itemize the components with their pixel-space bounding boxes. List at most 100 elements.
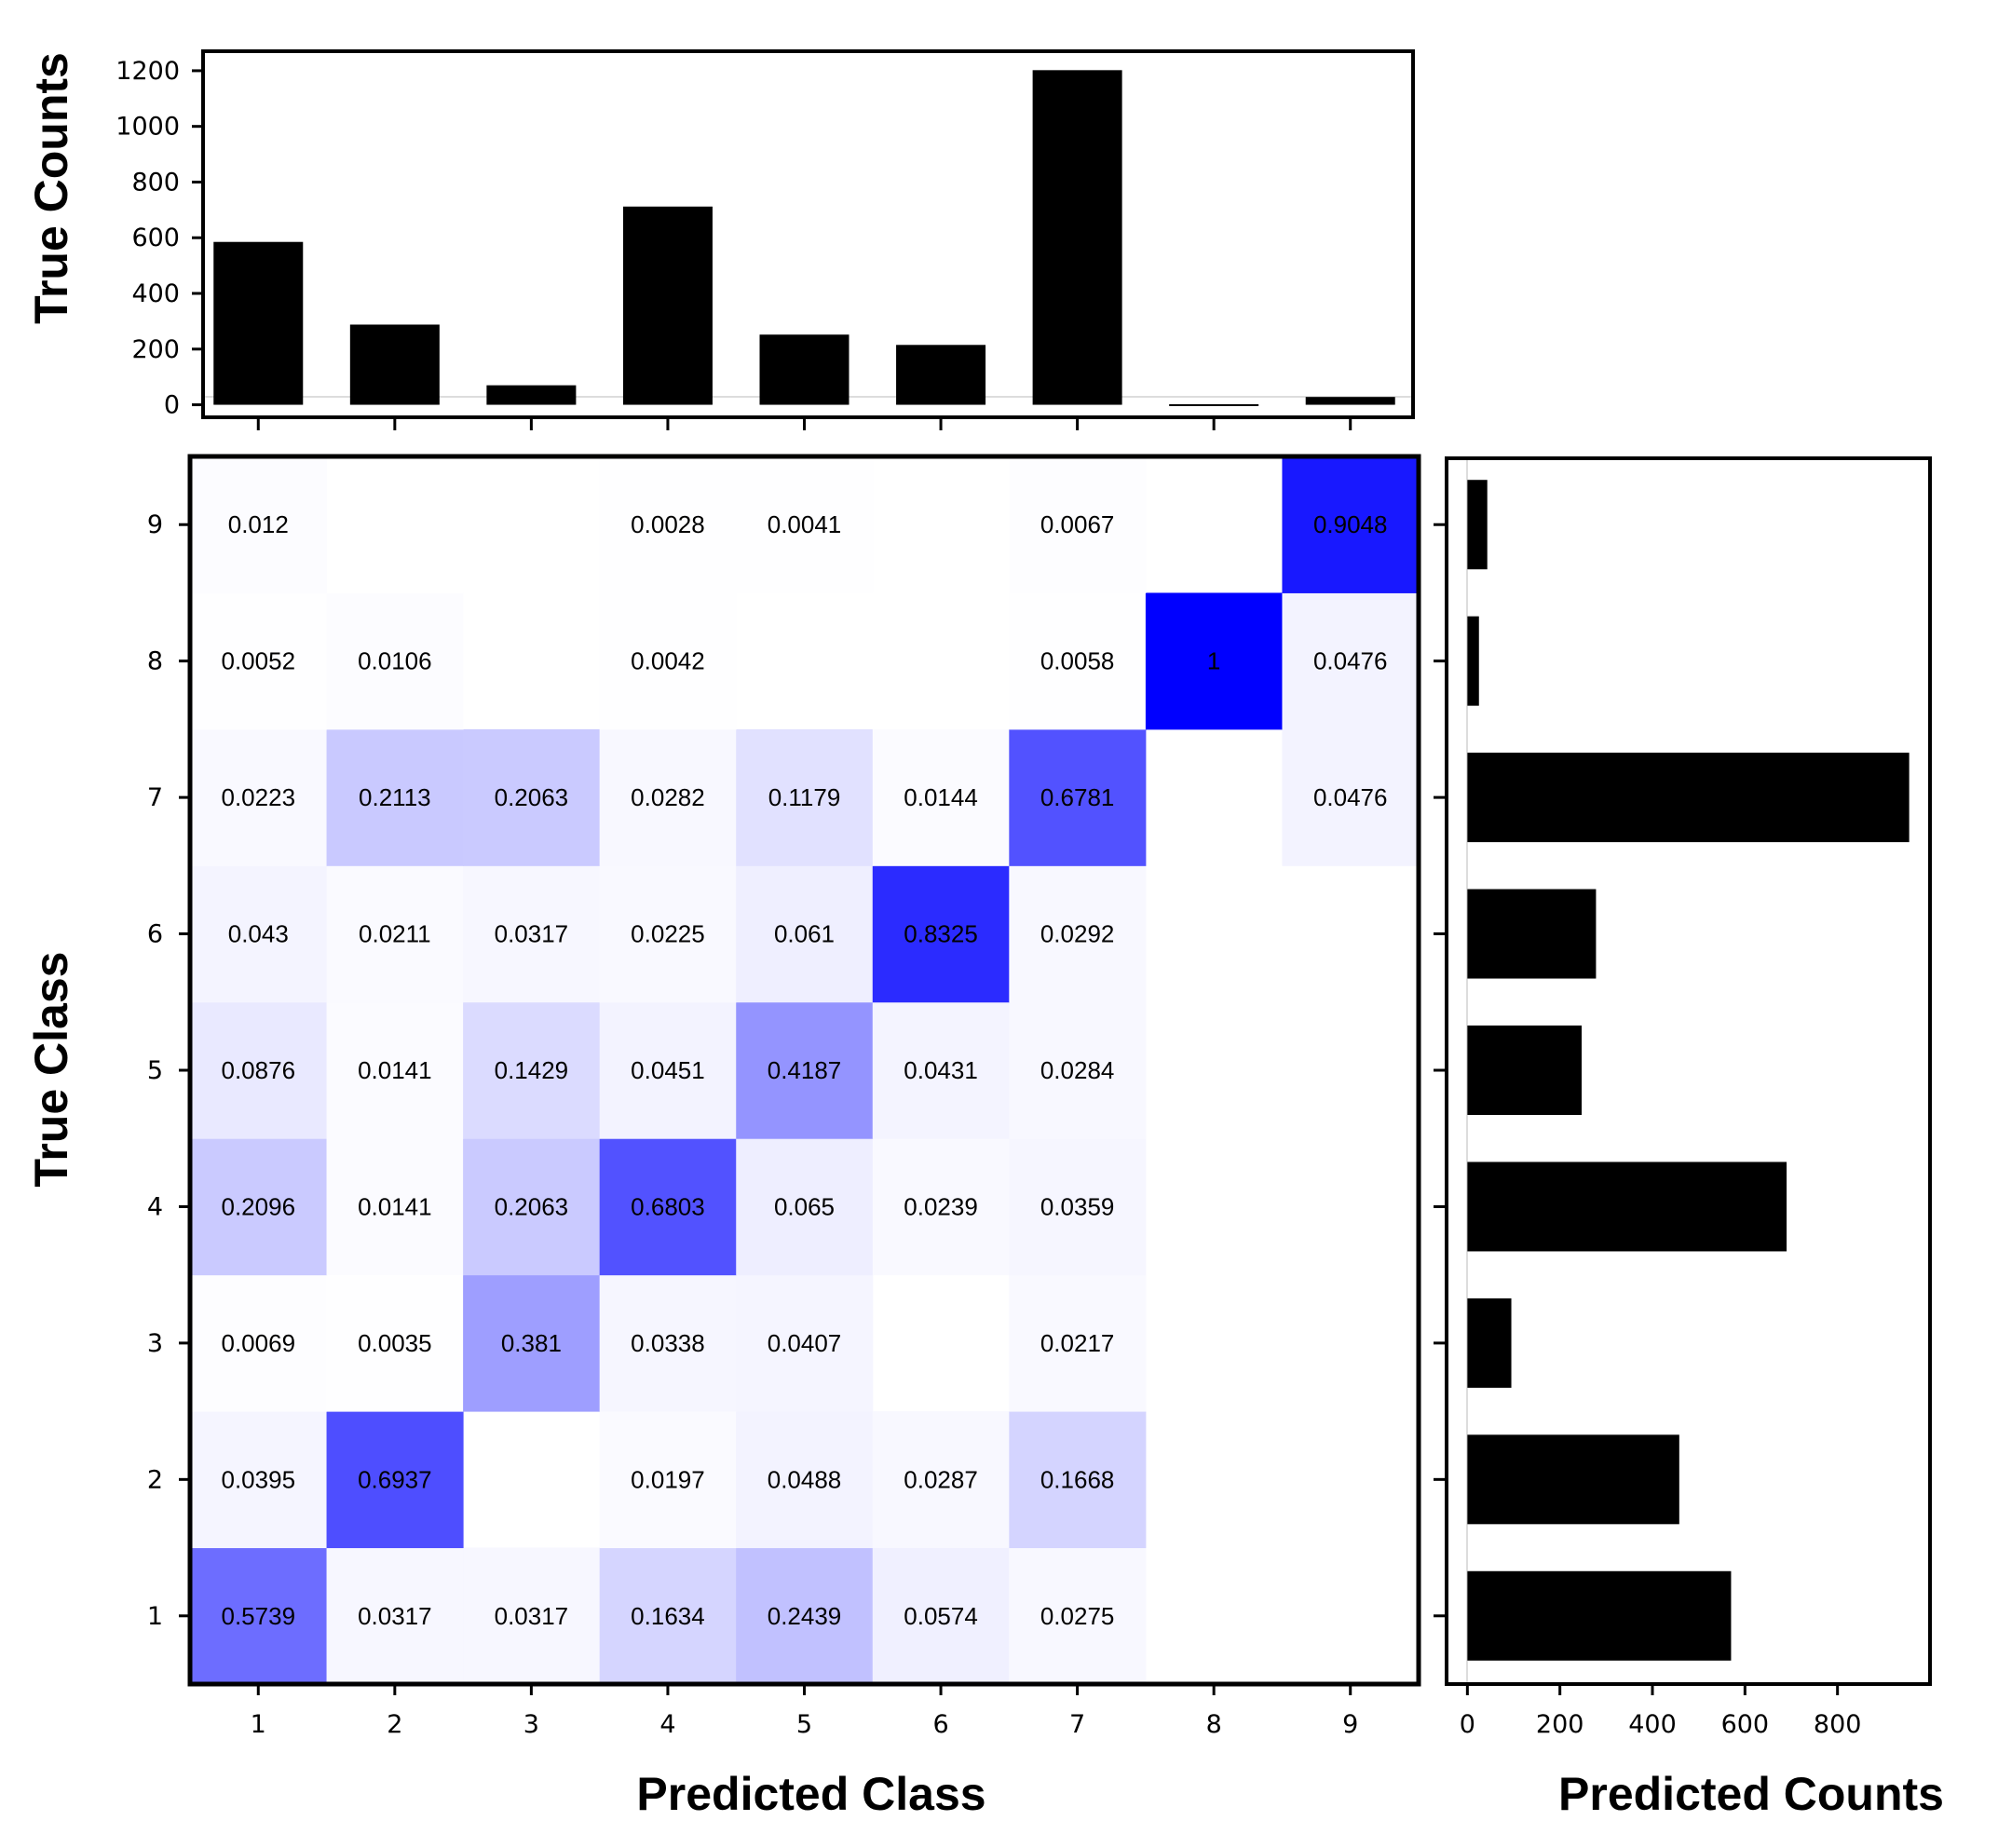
- heatmap-cell-r1-c2: [326, 1547, 464, 1685]
- heatmap-cell-r4-c5: [736, 1138, 874, 1276]
- true-count-bar-8: [1169, 403, 1259, 406]
- true-counts-y-tick-label: 200: [131, 335, 180, 364]
- heatmap-cell-r6-c2: [326, 865, 464, 1003]
- heatmap-cell-label: 0.0223: [222, 783, 296, 811]
- heatmap-cell-r8-c8: [1145, 592, 1283, 730]
- predicted-count-bar-6: [1467, 889, 1597, 979]
- heatmap-cell-r7-c9: [1282, 728, 1420, 866]
- y-tick-label: 1: [147, 1602, 163, 1631]
- true-count-bar-5: [759, 334, 849, 405]
- heatmap-cell-label: 0.381: [501, 1329, 562, 1357]
- true-count-bar-6: [896, 345, 986, 405]
- x-tick-label: 7: [1069, 1710, 1085, 1739]
- true-counts-y-tick-label: 400: [131, 279, 180, 308]
- predicted-count-bar-2: [1467, 1434, 1679, 1525]
- heatmap-cell-label: 0.0451: [631, 1056, 705, 1084]
- heatmap-cell-label: 0.0058: [1040, 647, 1115, 675]
- heatmap-cell-label: 0.0488: [768, 1465, 842, 1493]
- x-tick-label: 6: [932, 1710, 948, 1739]
- heatmap-cell-label: 0.0317: [495, 920, 569, 948]
- heatmap-cell-label: 0.0317: [495, 1602, 569, 1630]
- true-counts-y-tick-label: 800: [131, 168, 180, 197]
- predicted-counts-bars: [1467, 480, 1910, 1661]
- heatmap-cell-label: 0.0211: [359, 920, 431, 948]
- true-count-bar-4: [622, 206, 713, 405]
- heatmap-cell-label: 0.1179: [768, 783, 841, 811]
- heatmap-cell-r7-c4: [599, 728, 737, 866]
- heatmap-cell-r5-c5: [736, 1001, 874, 1139]
- heatmap-cell-label: 0.8325: [904, 920, 978, 948]
- y-tick-label: 8: [147, 647, 163, 676]
- predicted-counts-axis-title: Predicted Counts: [1558, 1768, 1944, 1820]
- heatmap-cell-r2-c7: [1009, 1411, 1147, 1549]
- y-tick-label: 5: [147, 1056, 163, 1085]
- predicted-count-bar-1: [1467, 1570, 1732, 1661]
- heatmap-cell-r5-c1: [190, 1001, 328, 1139]
- heatmap-cell-r3-c5: [736, 1274, 874, 1412]
- heatmap-cell-label: 0.0141: [358, 1192, 432, 1220]
- true-counts-y-tick-label: 1000: [116, 113, 180, 142]
- heatmap-cell-r2-c4: [599, 1411, 737, 1549]
- predicted-count-bar-8: [1467, 616, 1479, 706]
- heatmap-cell-r4-c1: [190, 1138, 328, 1276]
- predicted-counts-x-axis: 0 200 400 600 800: [1460, 1684, 1862, 1739]
- heatmap-cell-r5-c6: [872, 1001, 1010, 1139]
- true-counts-y-tick-label: 1200: [116, 57, 180, 86]
- true-count-bar-2: [349, 324, 440, 405]
- heatmap-cell-label: 0.2063: [495, 1192, 569, 1220]
- heatmap-cell-label: 0.2113: [359, 783, 431, 811]
- true-count-bar-1: [213, 241, 304, 405]
- predicted-count-bar-9: [1467, 480, 1488, 570]
- heatmap-cell-label: 0.4187: [768, 1056, 842, 1084]
- heatmap-cell-r8-c9: [1282, 592, 1420, 730]
- heatmap-cell-r8-c7: [1009, 592, 1147, 730]
- heatmap-cell-label: 0.0407: [768, 1329, 842, 1357]
- heatmap-cell-label: 0.5739: [222, 1602, 296, 1630]
- predicted-counts-x-tick-label: 800: [1814, 1710, 1862, 1739]
- heatmap-cell-label: 0.0069: [222, 1329, 296, 1357]
- heatmap-cell-r4-c6: [872, 1138, 1010, 1276]
- heatmap-cell-r2-c5: [736, 1411, 874, 1549]
- heatmap-cells: [190, 456, 1420, 1685]
- heatmap-cell-label: 0.0292: [1040, 920, 1115, 948]
- heatmap-cell-r7-c1: [190, 728, 328, 866]
- heatmap-cell-r5-c7: [1009, 1001, 1147, 1139]
- true-counts-axis-title: True Counts: [25, 52, 77, 324]
- heatmap-cell-r6-c1: [190, 865, 328, 1003]
- heatmap-cell-r7-c7: [1009, 728, 1147, 866]
- x-axis-title: Predicted Class: [636, 1768, 985, 1820]
- heatmap-cell-r1-c1: [190, 1547, 328, 1685]
- heatmap-cell-label: 0.043: [228, 920, 289, 948]
- true-counts-x-ticks: [256, 417, 1352, 430]
- true-count-bar-7: [1032, 70, 1122, 405]
- heatmap-cell-label: 0.0106: [358, 647, 432, 675]
- heatmap-x-axis: 1 2 3 4 5 6 7 8 9: [251, 1684, 1358, 1739]
- heatmap-cell-r9-c4: [599, 456, 737, 593]
- heatmap-cell-r6-c4: [599, 865, 737, 1003]
- x-tick-label: 9: [1342, 1710, 1358, 1739]
- true-count-bar-3: [486, 385, 577, 405]
- predicted-counts-x-tick-label: 400: [1628, 1710, 1677, 1739]
- predicted-count-bar-7: [1467, 753, 1910, 843]
- heatmap-cell-label: 0.6937: [358, 1465, 432, 1493]
- heatmap-cell-r9-c9: [1282, 456, 1420, 593]
- heatmap-cell-r7-c2: [326, 728, 464, 866]
- heatmap-cell-label: 0.0317: [358, 1602, 432, 1630]
- heatmap-cell-r4-c4: [599, 1138, 737, 1276]
- heatmap-cell-r9-c1: [190, 456, 328, 593]
- y-tick-label: 2: [147, 1465, 163, 1494]
- heatmap-cell-label: 0.0876: [222, 1056, 296, 1084]
- heatmap-cell-labels: 0.5739 0.0317 0.0317 0.1634 0.2439 0.0574 0.02…: [222, 510, 1388, 1630]
- true-counts-y-tick-label: 0: [164, 391, 180, 420]
- heatmap-cell-label: 0.0476: [1313, 783, 1388, 811]
- heatmap-cell-r4-c7: [1009, 1138, 1147, 1276]
- heatmap-cell-r6-c3: [463, 865, 601, 1003]
- heatmap-cell-label: 0.0067: [1040, 510, 1115, 538]
- heatmap-cell-r5-c2: [326, 1001, 464, 1139]
- predicted-count-bar-4: [1467, 1162, 1787, 1252]
- heatmap-cell-label: 0.0141: [358, 1056, 432, 1084]
- heatmap-cell-label: 0.6803: [631, 1192, 705, 1220]
- heatmap-cell-r1-c4: [599, 1547, 737, 1685]
- heatmap-cell-label: 0.6781: [1040, 783, 1115, 811]
